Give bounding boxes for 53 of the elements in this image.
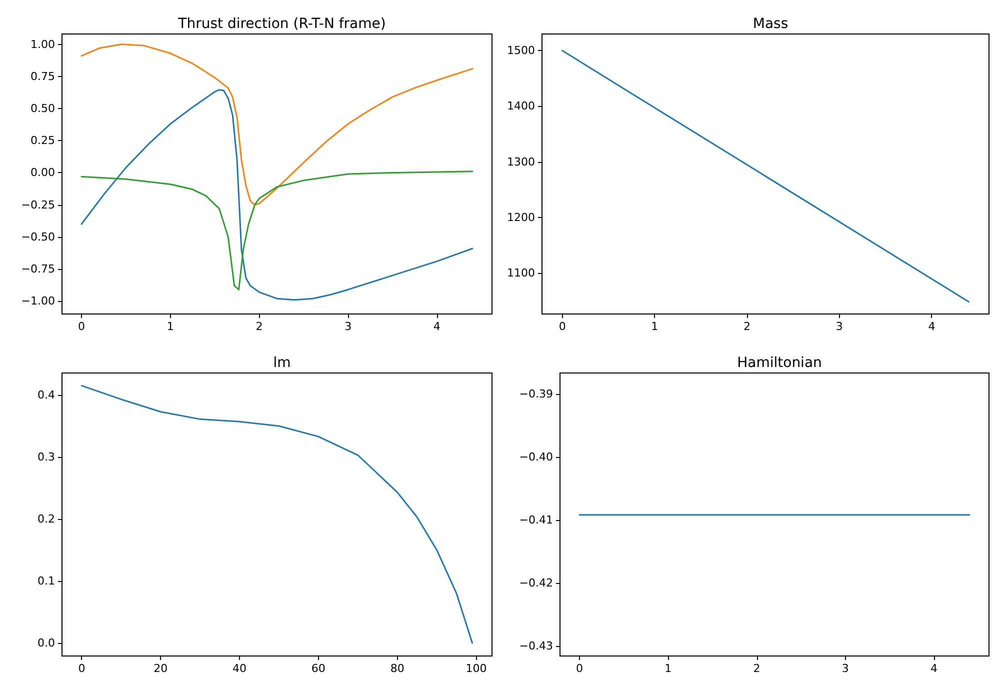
line-series xyxy=(80,384,474,644)
y-tick-label: −0.50 xyxy=(21,230,55,244)
y-tick-label: 0.00 xyxy=(30,166,55,180)
x-tick-label: 40 xyxy=(232,662,247,675)
line-series xyxy=(80,170,474,290)
y-tick-label: −1.00 xyxy=(21,294,55,308)
x-tick-label: 2 xyxy=(256,320,263,333)
x-tick-label: 0 xyxy=(78,320,86,333)
x-tick-label: 3 xyxy=(842,662,849,675)
y-tick-label: −0.39 xyxy=(519,387,553,400)
y-tick-label: 0.2 xyxy=(38,512,55,526)
x-tick-label: 4 xyxy=(928,320,936,333)
y-tick-label: 1300 xyxy=(507,155,535,168)
x-tick-label: 0 xyxy=(576,662,583,675)
y-tick-label: −0.25 xyxy=(21,198,55,212)
y-tick-label: −0.41 xyxy=(519,513,553,526)
y-tick-label: 1100 xyxy=(507,266,535,280)
y-tick-label: −0.75 xyxy=(21,262,55,276)
y-tick-label: 0.50 xyxy=(30,102,55,115)
line-series xyxy=(80,44,474,206)
x-tick-label: 80 xyxy=(390,662,404,675)
y-tick-label: −0.42 xyxy=(519,576,553,590)
chart-title: Thrust direction (R-T-N frame) xyxy=(177,16,386,32)
y-tick-label: −0.40 xyxy=(519,450,553,464)
y-tick-label: 0.1 xyxy=(38,574,55,588)
chart-title: Hamiltonian xyxy=(737,355,822,371)
y-tick-label: 0.4 xyxy=(38,388,55,402)
y-tick-label: 0.0 xyxy=(38,636,55,650)
x-tick-label: 1 xyxy=(166,320,174,333)
y-tick-label: 1.00 xyxy=(30,38,55,51)
x-tick-label: 0 xyxy=(558,320,566,333)
chart-title: lm xyxy=(273,355,291,371)
x-tick-label: 1 xyxy=(664,662,672,675)
x-tick-label: 4 xyxy=(930,662,938,675)
y-tick-label: 0.75 xyxy=(30,70,55,83)
y-tick-label: 1500 xyxy=(507,44,535,58)
chart-title: Mass xyxy=(752,16,788,32)
y-tick-label: 1400 xyxy=(507,100,535,113)
y-tick-label: 0.3 xyxy=(38,450,55,464)
x-tick-label: 1 xyxy=(651,320,658,333)
x-tick-label: 3 xyxy=(836,320,843,333)
x-tick-label: 100 xyxy=(466,662,487,675)
x-tick-label: 0 xyxy=(78,662,86,675)
y-tick-label: −0.43 xyxy=(519,639,553,652)
x-tick-label: 60 xyxy=(311,662,326,675)
x-tick-label: 2 xyxy=(753,662,760,675)
x-tick-label: 3 xyxy=(344,320,352,333)
x-tick-label: 4 xyxy=(433,320,440,333)
x-tick-label: 20 xyxy=(154,662,168,675)
x-tick-label: 2 xyxy=(744,320,751,333)
line-series xyxy=(80,89,474,301)
y-tick-label: 1200 xyxy=(507,210,535,224)
y-tick-label: 0.25 xyxy=(30,134,55,148)
